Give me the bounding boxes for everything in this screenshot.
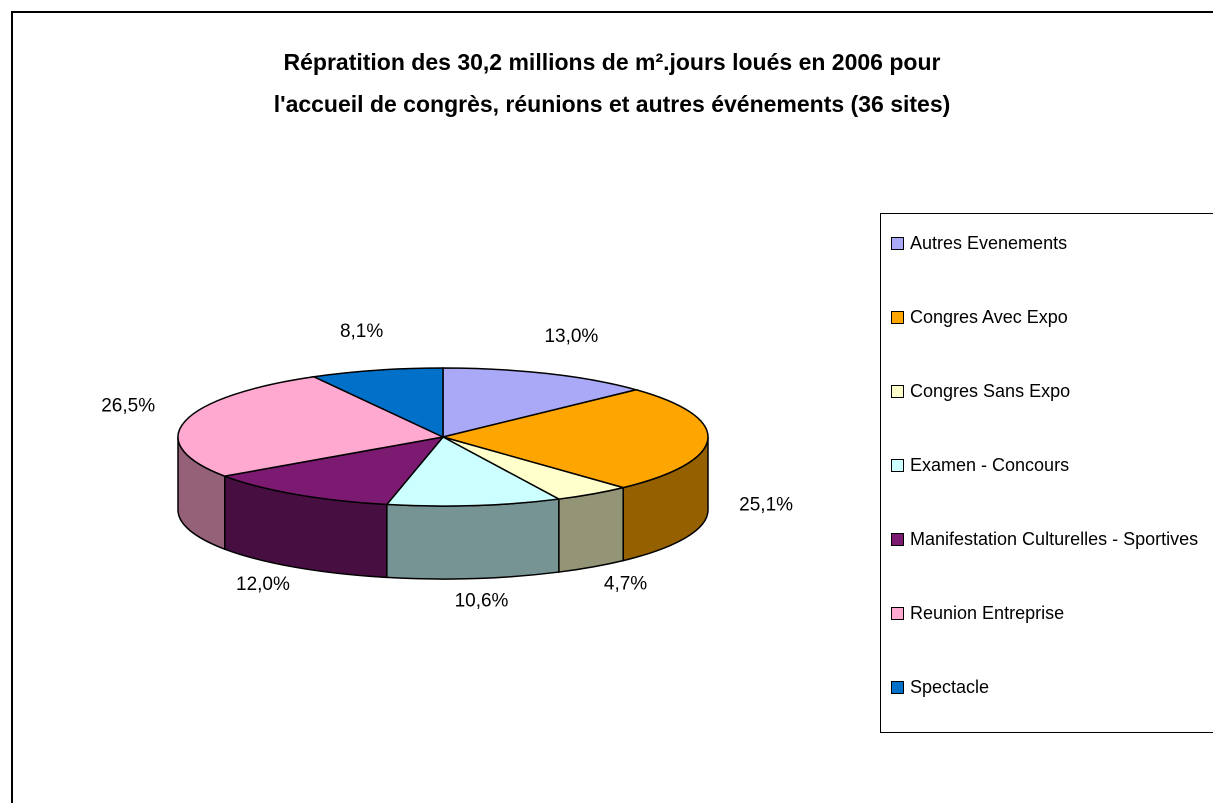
legend-swatch xyxy=(891,385,904,398)
slice xyxy=(221,435,445,506)
data-label: 26,5% xyxy=(101,395,155,416)
legend-item: Examen - Concours xyxy=(891,450,1211,480)
legend-item: Spectacle xyxy=(891,672,1211,702)
legend-label: Spectacle xyxy=(910,677,990,697)
legend-label: Congres Sans Expo xyxy=(910,381,1071,401)
slice xyxy=(177,375,446,477)
chart-title: l'accueil de congrès, réunions et autres… xyxy=(274,91,951,117)
slice-side xyxy=(386,498,560,580)
slice xyxy=(442,367,640,438)
data-label: 10,6% xyxy=(455,590,509,611)
data-label: 12,0% xyxy=(236,574,290,595)
data-label: 25,1% xyxy=(739,494,793,515)
chart-title: Répratition des 30,2 millions de m².jour… xyxy=(284,49,941,75)
legend-item: Congres Sans Expo xyxy=(891,376,1211,406)
legend-swatch xyxy=(891,459,904,472)
legend-label: Reunion Entreprise xyxy=(910,603,1065,623)
slice xyxy=(385,436,562,507)
data-label: 13,0% xyxy=(544,326,598,347)
legend-swatch xyxy=(891,237,904,250)
legend-swatch xyxy=(891,681,904,694)
legend-item: Reunion Entreprise xyxy=(891,598,1211,628)
legend-swatch xyxy=(891,607,904,620)
legend: Autres Evenements Congres Avec Expo Congre… xyxy=(880,213,1213,733)
chart-border xyxy=(11,11,1213,803)
legend-item: Autres Evenements xyxy=(891,228,1211,258)
legend-swatch xyxy=(891,311,904,324)
legend-label: Autres Evenements xyxy=(910,233,1068,253)
legend-label: Manifestation Culturelles - Sportives xyxy=(910,529,1199,549)
slice xyxy=(311,367,444,439)
legend-swatch xyxy=(891,533,904,546)
slice xyxy=(440,388,709,489)
data-label: 4,7% xyxy=(604,574,647,595)
data-label: 8,1% xyxy=(340,321,383,342)
legend-item: Congres Avec Expo xyxy=(891,302,1211,332)
legend-item: Manifestation Culturelles - Sportives xyxy=(891,524,1211,554)
slice-side xyxy=(558,486,624,573)
legend-label: Congres Avec Expo xyxy=(910,307,1068,327)
legend-label: Examen - Concours xyxy=(910,455,1070,475)
